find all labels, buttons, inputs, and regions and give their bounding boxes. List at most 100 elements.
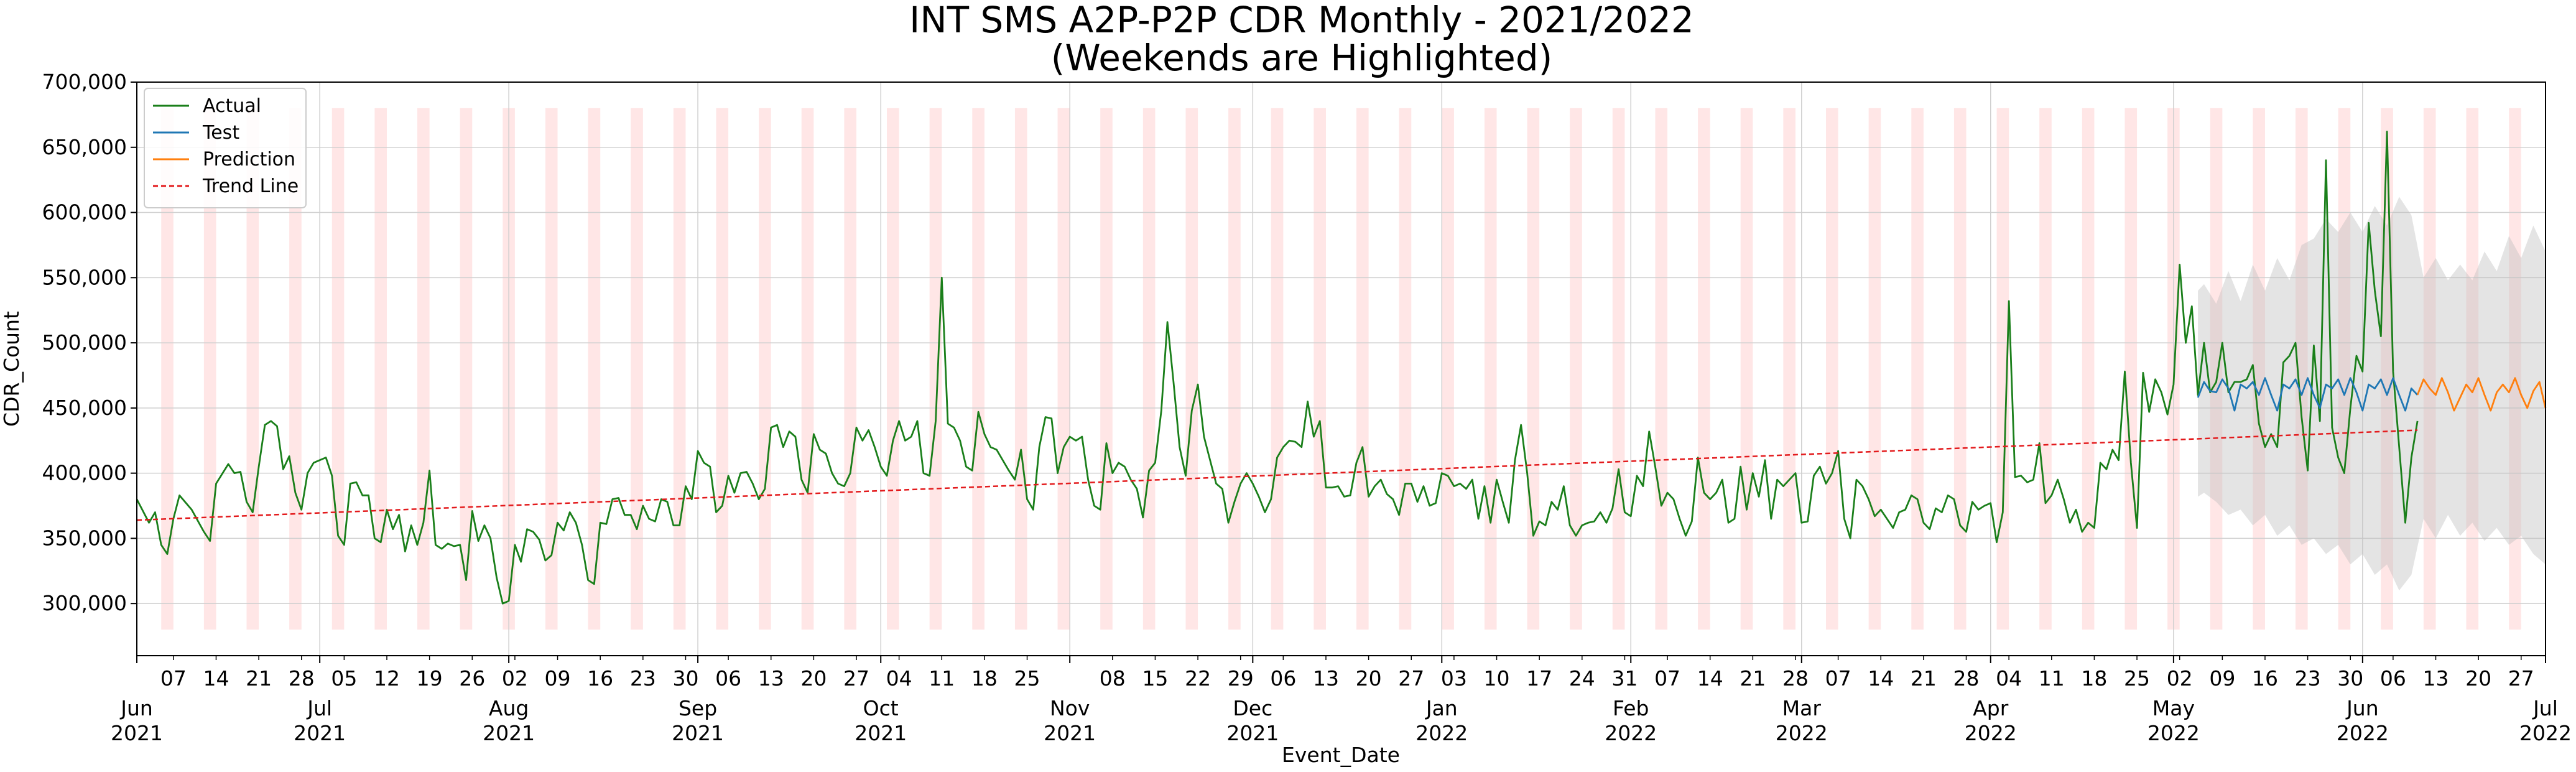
weekend-band [2082,108,2095,630]
x-day-label: 27 [2508,666,2534,691]
x-year-label: 2021 [855,721,907,745]
x-day-label: 13 [1313,666,1339,691]
x-day-label: 03 [1441,666,1467,691]
x-month-label: Mar [1782,696,1822,720]
x-day-label: 20 [800,666,827,691]
series-prediction-line [2416,377,2547,412]
x-axis: Jun2021Jul2021Aug2021Sep2021Oct2021Nov20… [111,656,2572,745]
y-tick-label: 500,000 [42,330,127,355]
x-day-label: 16 [2252,666,2278,691]
x-day-label: 14 [203,666,229,691]
x-month-label: Jun [119,696,153,720]
x-day-label: 06 [2380,666,2406,691]
x-month-label: Jan [1425,696,1458,720]
weekend-band [1953,108,1967,630]
x-day-label: 16 [587,666,613,691]
x-day-label: 20 [1356,666,1382,691]
weekend-band [2466,108,2479,630]
weekend-band [1996,108,2009,630]
x-day-label: 07 [160,666,187,691]
x-axis-label: Event_Date [1282,743,1400,767]
x-day-label: 05 [331,666,357,691]
x-day-label: 17 [1526,666,1552,691]
x-year-label: 2021 [1044,721,1096,745]
x-month-label: Oct [863,696,899,720]
legend-label: Actual [203,95,261,117]
legend: Actual Test Prediction Trend Line [144,88,307,208]
weekend-band [588,108,601,630]
x-month-label: Jul [2532,696,2558,720]
weekend-band [1313,108,1326,630]
x-day-label: 28 [1953,666,1980,691]
x-day-label: 07 [1825,666,1851,691]
weekend-band [1527,108,1540,630]
legend-box [144,88,307,208]
weekend-band [1868,108,1881,630]
weekend-band [2509,108,2521,630]
x-day-label: 04 [886,666,912,691]
x-day-label: 30 [672,666,698,691]
series-actual-line [136,131,2419,605]
weekend-band [972,108,985,630]
x-day-label: 24 [1569,666,1595,691]
y-tick-label: 700,000 [42,70,127,94]
weekend-band [673,108,686,630]
x-year-label: 2022 [2519,721,2572,745]
x-day-label: 22 [1185,666,1211,691]
x-day-label: 13 [758,666,784,691]
weekend-band [1271,108,1284,630]
x-day-label: 14 [1868,666,1894,691]
weekend-band [2124,108,2138,630]
x-year-label: 2022 [1605,721,1657,745]
x-day-label: 19 [417,666,443,691]
x-day-label: 12 [374,666,400,691]
x-month-label: Feb [1613,696,1649,720]
x-month-label: Sep [679,696,717,720]
x-day-label: 06 [715,666,741,691]
x-year-label: 2021 [1226,721,1279,745]
weekend-band [331,108,345,630]
x-day-label: 28 [1782,666,1809,691]
x-day-label: 14 [1697,666,1723,691]
chart-title-line2: (Weekends are Highlighted) [1051,37,1553,79]
x-day-label: 09 [2209,666,2235,691]
x-day-label: 29 [1228,666,1254,691]
weekend-band [1783,108,1795,630]
weekend-band [1228,108,1241,630]
weekend-band [1570,108,1582,630]
confidence-band-area [2198,197,2546,591]
x-year-label: 2021 [111,721,163,745]
x-day-label: 23 [2295,666,2321,691]
weekend-band [2338,108,2351,630]
x-day-label: 25 [2124,666,2150,691]
x-year-label: 2022 [2147,721,2200,745]
legend-label: Prediction [203,149,295,170]
weekend-band [631,108,643,630]
y-tick-label: 450,000 [42,396,127,420]
x-year-label: 2021 [672,721,724,745]
x-day-label: 18 [971,666,998,691]
y-tick-label: 550,000 [42,265,127,289]
x-month-label: Jul [306,696,332,720]
x-day-label: 10 [1484,666,1510,691]
weekend-band [545,108,558,630]
confidence-band [2198,197,2546,591]
weekend-band [1698,108,1710,630]
weekend-band [460,108,473,630]
x-month-label: Jun [2345,696,2379,720]
weekend-band [1612,108,1625,630]
weekend-band [1826,108,1838,630]
weekend-band [2210,108,2223,630]
series-test-line [2197,377,2419,412]
weekend-band [2039,108,2052,630]
x-day-label: 25 [1014,666,1040,691]
x-day-label: 11 [2039,666,2065,691]
weekend-band [716,108,729,630]
x-day-label: 23 [630,666,656,691]
weekend-band [374,108,387,630]
x-month-label: May [2152,696,2195,720]
x-day-label: 21 [1911,666,1937,691]
x-month-label: Apr [1973,696,2009,720]
x-day-label: 31 [1611,666,1638,691]
x-month-label: Dec [1233,696,1272,720]
